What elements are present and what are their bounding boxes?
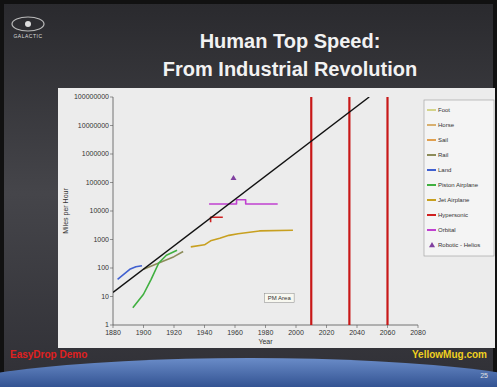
x-axis-title: Year	[258, 338, 273, 345]
legend-label: Rail	[438, 152, 448, 158]
legend-label: Foot	[438, 107, 450, 113]
x-tick	[326, 325, 327, 328]
logo-swoosh	[12, 17, 44, 31]
y-tick	[110, 239, 113, 240]
logo-eye	[25, 21, 31, 27]
x-tick-label: 1900	[136, 329, 152, 336]
x-tick	[143, 325, 144, 328]
x-tick-label: 2000	[288, 329, 304, 336]
legend-marker	[429, 242, 435, 247]
series-line	[211, 217, 223, 222]
reference-line	[386, 97, 388, 325]
x-tick-label: 2060	[380, 329, 396, 336]
legend-line	[427, 109, 436, 111]
y-tick-label: 10000	[90, 207, 110, 214]
watermark-left: EasyDrop Demo	[10, 349, 87, 360]
y-tick-label: 10000000	[78, 122, 109, 129]
y-tick	[110, 97, 113, 98]
x-tick	[235, 325, 236, 328]
x-tick	[296, 325, 297, 328]
y-tick	[110, 182, 113, 183]
x-tick-label: 1940	[197, 329, 213, 336]
y-tick-label: 100000000	[74, 93, 109, 100]
legend-label: Horse	[438, 122, 455, 128]
legend-line	[427, 139, 436, 141]
series-line	[133, 250, 177, 308]
x-tick	[357, 325, 358, 328]
legend-label: Sail	[438, 137, 448, 143]
y-tick	[110, 268, 113, 269]
slide: GALACTIC Human Top Speed: From Industrial …	[0, 0, 497, 387]
plot-area	[113, 97, 388, 325]
legend-label: Hypersonic	[438, 212, 468, 218]
legend-line	[427, 199, 436, 201]
x-tick-label: 1960	[227, 329, 243, 336]
reference-line	[348, 97, 350, 325]
data-point	[230, 175, 236, 180]
x-tick-label: 1980	[258, 329, 274, 336]
page-number: 25	[480, 372, 488, 379]
legend-label: Land	[438, 167, 451, 173]
legend-line	[427, 229, 436, 231]
legend-line	[427, 169, 436, 171]
series-line	[191, 230, 293, 247]
reference-line	[310, 97, 312, 325]
y-tick-label: 100000	[86, 179, 109, 186]
legend-label: Orbital	[438, 227, 456, 233]
title: Human Top Speed:	[200, 30, 381, 52]
y-tick-label: 1000	[93, 236, 109, 243]
legend-line	[427, 154, 436, 156]
x-tick-label: 2080	[410, 329, 426, 336]
legend-box	[424, 100, 494, 256]
y-tick	[110, 125, 113, 126]
x-tick-label: 1920	[166, 329, 182, 336]
y-tick	[110, 154, 113, 155]
background	[0, 0, 497, 387]
y-tick	[110, 325, 113, 326]
y-tick-label: 10	[101, 293, 109, 300]
x-tick	[113, 325, 114, 328]
x-tick	[265, 325, 266, 328]
x-tick-label: 2020	[319, 329, 335, 336]
annotation-box	[264, 293, 294, 302]
legend-line	[427, 184, 436, 186]
x-tick-label: 2040	[349, 329, 365, 336]
x-tick	[204, 325, 205, 328]
subtitle: From Industrial Revolution	[163, 58, 417, 80]
series-line	[209, 200, 278, 204]
y-tick-label: 1000000	[82, 150, 109, 157]
logo-text: GALACTIC	[13, 33, 42, 39]
y-tick	[110, 296, 113, 297]
y-tick-label: 1	[105, 321, 109, 328]
legend-label: Jet Airplane	[438, 197, 470, 203]
x-tick	[174, 325, 175, 328]
chart-panel	[58, 88, 495, 348]
x-tick	[418, 325, 419, 328]
legend-line	[427, 214, 436, 216]
y-axis-title: Miles per Hour	[62, 188, 70, 234]
y-tick-label: 100	[97, 264, 109, 271]
annotation-text: PM Area	[268, 295, 292, 301]
x-tick-label: 1880	[105, 329, 121, 336]
legend-label: Piston Airplane	[438, 182, 479, 188]
legend-line	[427, 124, 436, 126]
trend-line	[113, 97, 369, 292]
x-tick	[387, 325, 388, 328]
legend-label: Robotic - Helios	[438, 242, 480, 248]
earth-band	[0, 358, 497, 387]
y-tick	[110, 211, 113, 212]
watermark-right: YellowMug.com	[412, 349, 487, 360]
